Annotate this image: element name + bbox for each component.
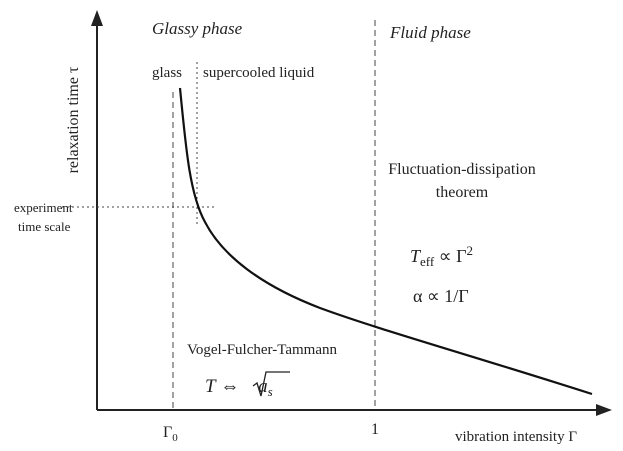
teff-formula: Teff ∝ Γ2 — [410, 243, 473, 269]
fluctuation-label: Fluctuation-dissipation — [388, 161, 536, 178]
x-axis-label: vibration intensity Γ — [455, 429, 577, 445]
formula-part: T — [410, 246, 422, 266]
formula-part: s — [268, 384, 273, 399]
sqrt-sign — [252, 371, 290, 397]
formula-part: eff — [420, 254, 435, 269]
formula-part: 2 — [466, 243, 473, 258]
glass-label: glass — [152, 65, 182, 81]
vft-label: Vogel-Fulcher-Tammann — [187, 342, 338, 358]
formula-part: T — [205, 376, 217, 397]
y-arrow — [91, 10, 103, 26]
formula-part: Γ — [163, 424, 172, 441]
relaxation-curve — [178, 87, 593, 396]
formula-part: ∝ Γ — [434, 246, 466, 266]
formula-part: 0 — [172, 432, 178, 444]
fluctuation-label: theorem — [436, 184, 489, 201]
formula-part: ⇔ — [216, 376, 245, 397]
x-arrow — [596, 404, 612, 416]
experiment-label: time scale — [18, 219, 71, 234]
y-axis-label: relaxation time τ — [65, 66, 82, 173]
experiment-label: experiment — [14, 200, 73, 215]
glassy-phase: Glassy phase — [152, 19, 243, 38]
x-tick-label: Γ0 — [163, 424, 178, 444]
x-tick-label: 1 — [371, 421, 379, 438]
alpha-formula: α ∝ 1/Γ — [413, 286, 469, 306]
fluid-phase: Fluid phase — [389, 23, 471, 42]
supercooled-label: supercooled liquid — [203, 65, 315, 81]
